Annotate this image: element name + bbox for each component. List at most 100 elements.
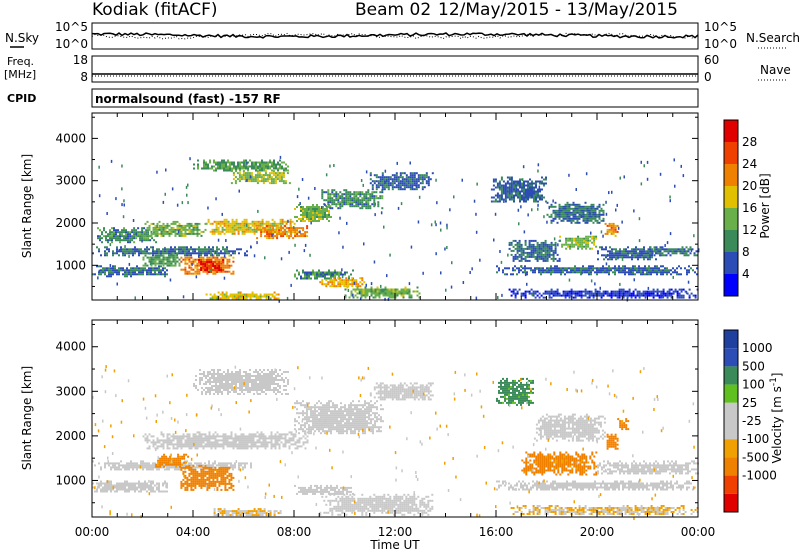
heatmap-cell [630,271,632,274]
heatmap-cell [290,225,293,228]
heatmap-cell [222,464,224,467]
heatmap-cell [214,460,216,463]
heatmap-cell [239,163,241,166]
heatmap-cell [141,231,144,234]
heatmap-cell [162,269,164,272]
heatmap-cell [217,222,220,225]
heatmap-cell [294,208,296,210]
heatmap-cell [675,250,678,253]
heatmap-cell [647,258,649,261]
heatmap-cell [538,253,541,256]
heatmap-cell [196,232,199,235]
heatmap-cell [335,203,338,206]
heatmap-cell [127,233,129,236]
heatmap-cell [634,288,637,291]
heatmap-cell [512,269,514,272]
heatmap-cell [204,269,207,271]
heatmap-cell [176,228,179,231]
heatmap-cell [296,229,299,232]
heatmap-cell [212,272,215,275]
heatmap-cell [129,241,132,244]
heatmap-cell [546,247,549,250]
heatmap-cell [656,271,658,274]
heatmap-cell [229,295,232,298]
heatmap-cell [200,259,203,261]
heatmap-cell [594,213,597,216]
heatmap-cell [548,245,551,248]
heatmap-cell [615,248,617,251]
heatmap-cell [532,251,535,254]
heatmap-cell [186,232,189,235]
heatmap-cell [154,267,156,270]
heatmap-cell [649,256,651,259]
heatmap-cell [249,159,251,162]
heatmap-cell [598,213,601,216]
heatmap-cell [287,169,289,172]
heatmap-cell [616,294,619,297]
heatmap-cell [261,230,264,233]
heatmap-cell [125,229,127,232]
heatmap-cell [223,222,226,225]
heatmap-cell [375,180,378,183]
heatmap-cell [558,292,561,295]
heatmap-cell [556,265,558,268]
heatmap-cell [298,231,301,234]
heatmap-cell [375,186,378,189]
heatmap-cell [556,294,559,297]
heatmap-cell [590,207,593,210]
heatmap-cell [145,233,148,236]
heatmap-cell [401,178,404,181]
heatmap-cell [598,209,601,212]
heatmap-cell [388,288,391,291]
heatmap-cell [252,180,255,183]
heatmap-cell [349,203,352,206]
heatmap-cell [235,165,237,168]
heatmap-cell [327,281,330,284]
heatmap-cell [666,267,668,270]
heatmap-cell [566,209,569,212]
heatmap-cell [200,267,203,269]
heatmap-cell [170,226,173,229]
heatmap-cell [316,212,318,214]
heatmap-cell [521,190,523,193]
heatmap-cell [592,217,595,220]
heatmap-cell [236,443,239,446]
heatmap-cell [205,161,207,164]
heatmap-cell [218,439,221,442]
heatmap-cell [324,273,326,276]
heatmap-cell [240,441,243,444]
heatmap-cell [339,191,342,194]
heatmap-cell [552,292,555,295]
heatmap-cell [324,208,326,210]
heatmap-cell [182,228,185,231]
heatmap-cell [540,245,543,248]
heatmap-cell [664,294,667,297]
heatmap-cell [237,226,240,229]
heatmap-cell [176,254,178,257]
heatmap-cell [590,269,592,272]
heatmap-cell [679,250,682,253]
heatmap-cell [494,178,497,181]
heatmap-cell [514,296,517,299]
heatmap-cell [546,251,549,254]
heatmap-cell [212,466,214,469]
heatmap-cell [211,228,214,231]
heatmap-cell [198,222,201,225]
heatmap-cell [246,161,248,165]
heatmap-cell [254,443,257,446]
heatmap-cell [612,224,615,227]
heatmap-cell [376,286,379,289]
heatmap-cell [369,195,372,198]
heatmap-cell [214,261,217,263]
heatmap-cell [496,186,499,189]
heatmap-cell [540,267,542,270]
heatmap-cell [154,262,157,265]
heatmap-cell [267,293,270,296]
heatmap-cell [150,264,153,267]
heatmap-cell [345,191,348,194]
heatmap-cell [253,165,255,168]
heatmap-cell [168,443,171,446]
heatmap-cell [351,193,354,196]
heatmap-cell [294,233,297,236]
heatmap-cell [276,178,279,181]
